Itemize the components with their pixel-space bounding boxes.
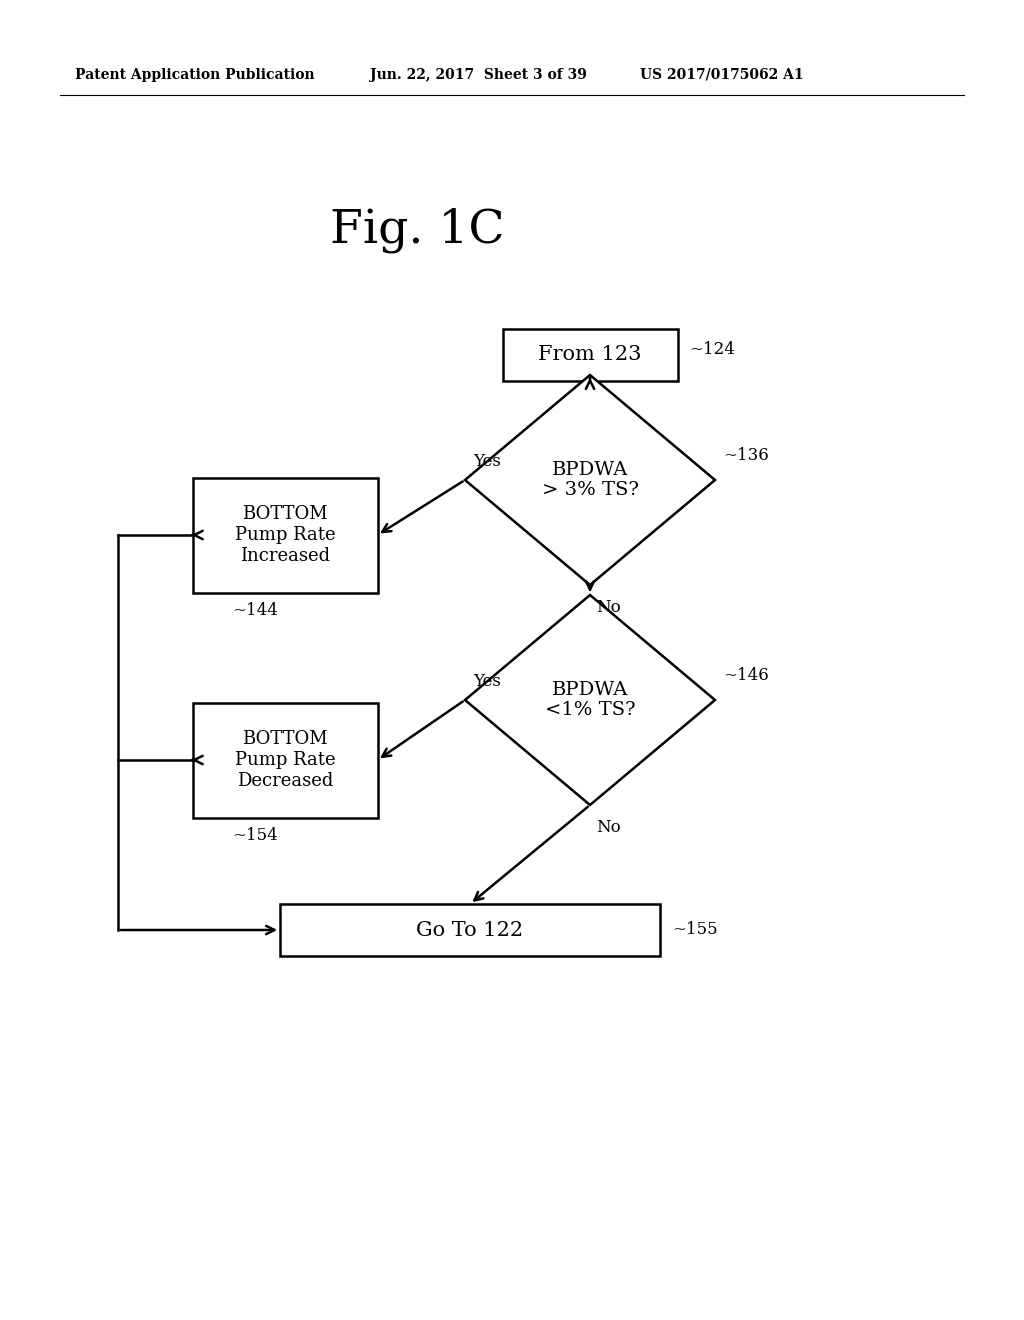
Text: ~155: ~155 bbox=[672, 921, 718, 939]
Text: Go To 122: Go To 122 bbox=[417, 920, 523, 940]
Text: Fig. 1C: Fig. 1C bbox=[330, 207, 505, 252]
Text: Patent Application Publication: Patent Application Publication bbox=[75, 69, 314, 82]
Polygon shape bbox=[465, 375, 715, 585]
Text: No: No bbox=[596, 598, 621, 615]
Text: ~144: ~144 bbox=[232, 602, 279, 619]
Text: Yes: Yes bbox=[473, 673, 501, 690]
Text: Jun. 22, 2017  Sheet 3 of 39: Jun. 22, 2017 Sheet 3 of 39 bbox=[370, 69, 587, 82]
FancyBboxPatch shape bbox=[193, 702, 378, 817]
FancyBboxPatch shape bbox=[280, 904, 660, 956]
Text: No: No bbox=[596, 818, 621, 836]
Text: US 2017/0175062 A1: US 2017/0175062 A1 bbox=[640, 69, 804, 82]
FancyBboxPatch shape bbox=[503, 329, 678, 381]
Polygon shape bbox=[465, 595, 715, 805]
Text: From 123: From 123 bbox=[539, 346, 642, 364]
Text: BPDWA
<1% TS?: BPDWA <1% TS? bbox=[545, 681, 635, 719]
Text: Yes: Yes bbox=[473, 454, 501, 470]
FancyBboxPatch shape bbox=[193, 478, 378, 593]
Text: BOTTOM
Pump Rate
Decreased: BOTTOM Pump Rate Decreased bbox=[234, 730, 335, 789]
Text: ~124: ~124 bbox=[689, 342, 735, 359]
Text: ~154: ~154 bbox=[232, 828, 279, 843]
Text: ~146: ~146 bbox=[723, 667, 769, 684]
Text: BOTTOM
Pump Rate
Increased: BOTTOM Pump Rate Increased bbox=[234, 506, 335, 565]
Text: ~136: ~136 bbox=[723, 446, 769, 463]
Text: BPDWA
> 3% TS?: BPDWA > 3% TS? bbox=[542, 461, 639, 499]
